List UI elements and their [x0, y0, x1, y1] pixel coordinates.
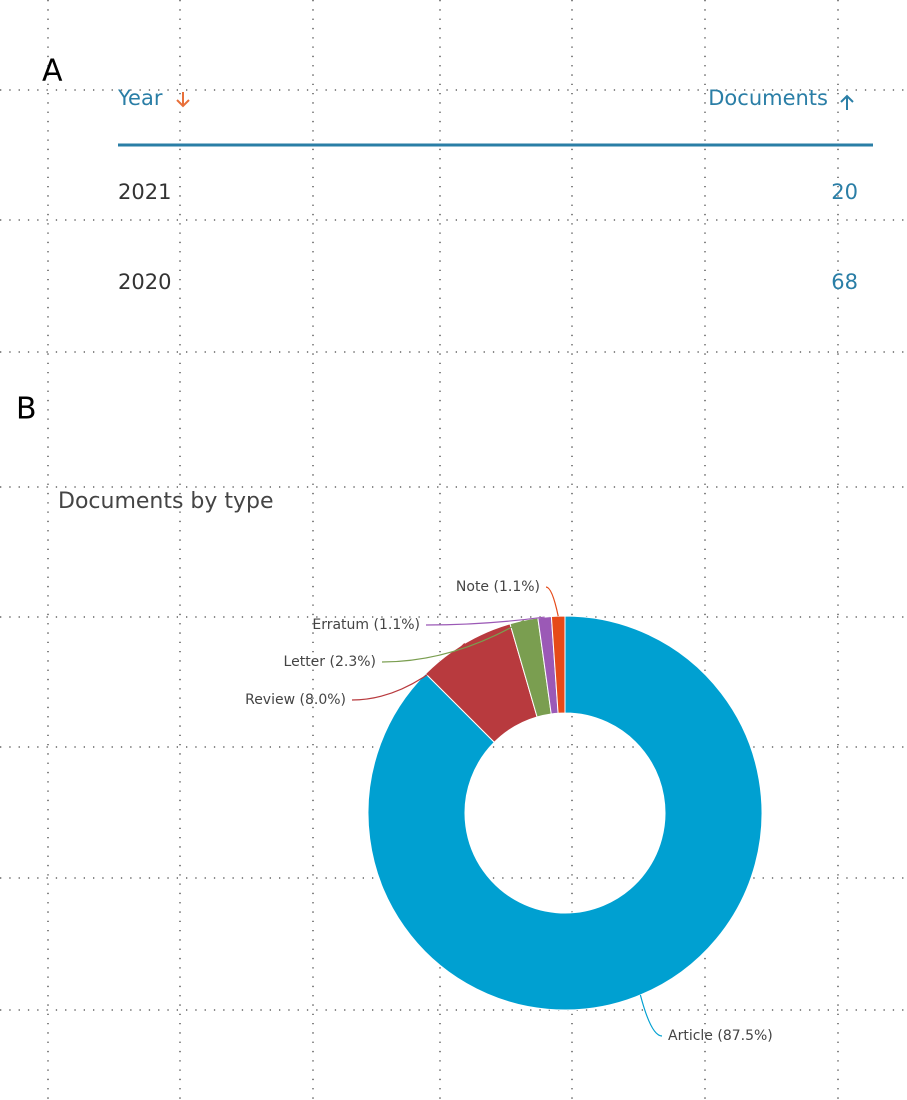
panel-label: A	[42, 54, 63, 89]
sort-arrow[interactable]	[840, 94, 854, 110]
donut-slice	[367, 615, 763, 1011]
documents-cell[interactable]: 20	[831, 180, 858, 204]
sort-arrow[interactable]	[176, 92, 190, 108]
documents-cell[interactable]: 68	[831, 270, 858, 294]
chart-title: Documents by type	[58, 489, 274, 514]
slice-label: Article (87.5%)	[668, 1028, 773, 1044]
slice-label: Letter (2.3%)	[284, 654, 376, 670]
leader-line	[381, 619, 525, 663]
leader-line	[545, 586, 559, 617]
year-cell: 2021	[118, 180, 171, 204]
donut-slice	[550, 615, 566, 714]
column-header[interactable]: Documents	[708, 86, 828, 110]
slice-label: Review (8.0%)	[245, 692, 346, 708]
year-cell: 2020	[118, 270, 171, 294]
leader-line	[351, 643, 466, 701]
slice-label: Erratum (1.1%)	[312, 617, 420, 633]
slice-label: Note (1.1%)	[456, 579, 540, 595]
column-header[interactable]: Year	[117, 86, 163, 110]
leader-line	[425, 616, 545, 626]
panel-label: B	[16, 392, 37, 427]
leader-line	[639, 994, 663, 1037]
